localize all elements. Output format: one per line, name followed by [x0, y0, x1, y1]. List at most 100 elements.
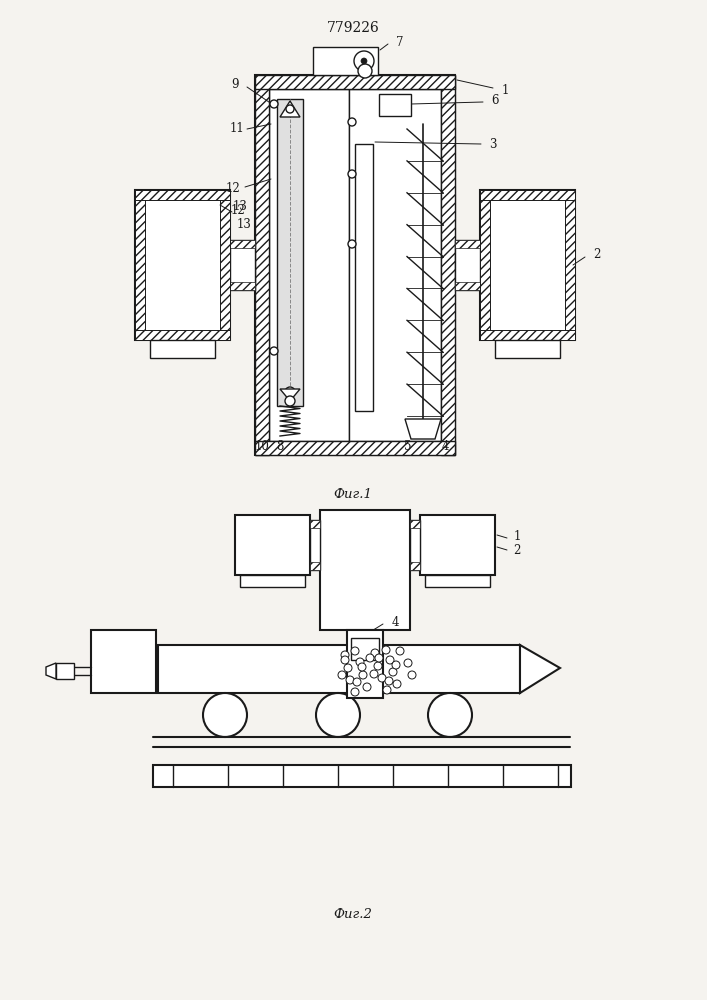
Circle shape	[351, 688, 359, 696]
Text: 2: 2	[593, 248, 601, 261]
Bar	[355, 144, 373, 411]
Bar	[56, 663, 74, 679]
Bar	[480, 190, 575, 200]
Circle shape	[370, 670, 378, 678]
Circle shape	[270, 347, 278, 355]
Bar	[310, 520, 320, 570]
Text: 13: 13	[233, 200, 247, 214]
Circle shape	[348, 240, 356, 248]
Text: 7: 7	[396, 35, 404, 48]
Circle shape	[358, 663, 366, 671]
Text: 1: 1	[513, 530, 520, 544]
Bar	[410, 520, 420, 570]
Bar	[255, 75, 269, 455]
Bar	[230, 240, 255, 290]
Circle shape	[375, 654, 383, 662]
Circle shape	[285, 396, 295, 406]
Circle shape	[341, 651, 349, 659]
Circle shape	[341, 656, 349, 664]
Text: 9: 9	[231, 78, 239, 91]
Bar	[480, 190, 490, 340]
Text: 10: 10	[255, 440, 269, 454]
Circle shape	[203, 693, 247, 737]
Bar	[269, 89, 349, 441]
Text: 4: 4	[441, 440, 449, 454]
Text: 11: 11	[230, 122, 245, 135]
Bar	[135, 330, 230, 340]
Bar	[220, 190, 230, 340]
Circle shape	[354, 51, 374, 71]
Bar	[455, 240, 480, 290]
Text: Фиг.2: Фиг.2	[334, 908, 373, 922]
Circle shape	[270, 100, 278, 108]
Bar	[313, 47, 378, 75]
Circle shape	[389, 668, 397, 676]
Circle shape	[378, 674, 386, 682]
Text: 5: 5	[404, 440, 411, 454]
Text: 12: 12	[230, 204, 245, 217]
Text: 779226: 779226	[327, 21, 380, 35]
Circle shape	[344, 664, 352, 672]
Text: 4: 4	[391, 615, 399, 629]
Bar	[349, 89, 441, 441]
Bar	[310, 520, 320, 528]
Bar	[135, 190, 230, 200]
Circle shape	[338, 671, 346, 679]
Bar	[240, 575, 305, 587]
Circle shape	[385, 677, 393, 685]
Text: 6: 6	[491, 95, 498, 107]
Text: Фиг.1: Фиг.1	[334, 488, 373, 502]
Circle shape	[285, 387, 295, 397]
Circle shape	[386, 656, 394, 664]
Circle shape	[392, 661, 400, 669]
Bar	[495, 340, 560, 358]
Circle shape	[404, 659, 412, 667]
Circle shape	[358, 64, 372, 78]
Bar	[153, 765, 571, 787]
Bar	[150, 340, 215, 358]
Bar	[230, 282, 255, 290]
Bar	[255, 75, 455, 89]
Circle shape	[382, 646, 390, 654]
Bar	[91, 630, 156, 693]
Circle shape	[359, 671, 367, 679]
Text: 3: 3	[489, 137, 497, 150]
Text: 12: 12	[226, 182, 240, 196]
Bar	[135, 190, 145, 340]
Bar	[235, 515, 310, 575]
Polygon shape	[280, 101, 300, 117]
Bar	[135, 190, 230, 340]
Bar	[277, 99, 303, 406]
Bar	[420, 515, 495, 575]
Bar	[441, 75, 455, 455]
Bar	[255, 75, 455, 455]
Bar	[455, 282, 480, 290]
Bar	[565, 190, 575, 340]
Bar	[410, 562, 420, 570]
Polygon shape	[405, 419, 441, 439]
Circle shape	[351, 647, 359, 655]
Bar	[480, 330, 575, 340]
Bar	[425, 575, 490, 587]
Bar	[320, 510, 410, 630]
Bar	[455, 240, 480, 248]
Circle shape	[366, 654, 374, 662]
Polygon shape	[280, 389, 300, 401]
Bar	[410, 520, 420, 528]
Bar	[480, 190, 575, 340]
Polygon shape	[520, 645, 560, 693]
Circle shape	[383, 686, 391, 694]
Text: 2: 2	[513, 544, 520, 556]
Circle shape	[363, 683, 371, 691]
Circle shape	[286, 105, 294, 113]
Circle shape	[316, 693, 360, 737]
Polygon shape	[46, 663, 56, 679]
Circle shape	[356, 658, 364, 666]
Circle shape	[393, 680, 401, 688]
Circle shape	[374, 662, 382, 670]
Circle shape	[408, 671, 416, 679]
Bar	[310, 562, 320, 570]
Circle shape	[361, 58, 367, 64]
Bar	[347, 630, 383, 698]
Bar	[351, 638, 379, 660]
